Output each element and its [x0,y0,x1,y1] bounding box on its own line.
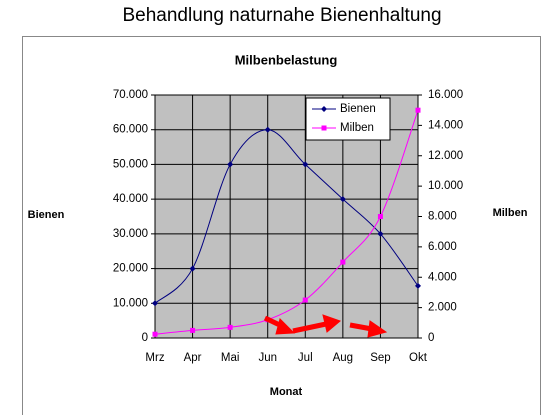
marker [339,196,346,203]
marker [227,161,234,168]
marker [152,331,158,337]
y-axis-title: Bienen [28,209,65,221]
marker [377,214,383,219]
y-tick-label: 20.000 [113,263,148,275]
y2-axis-title: Milben [493,207,528,219]
marker [264,126,271,133]
y2-tick-label: 0 [428,332,434,344]
y2-tick-label: 6.000 [428,241,457,253]
y-tick-label: 30.000 [113,228,148,240]
y-tick-label: 70.000 [113,89,148,101]
arrow-head [275,318,296,335]
x-tick-label: Sep [370,352,390,364]
y-tick-label: 40.000 [113,193,148,205]
arrow-head [322,314,341,333]
marker [415,282,421,289]
marker [340,259,346,265]
x-tick-label: Aug [333,352,353,364]
legend [305,97,391,141]
marker [377,230,384,237]
y-tick-label: 0 [142,332,148,344]
y2-tick-label: 12.000 [428,150,463,162]
y2-tick-label: 2.000 [428,302,457,314]
marker [190,327,196,333]
y-tick-label: 10.000 [113,297,148,309]
x-tick-label: Jul [298,352,313,364]
marker [227,324,233,330]
y-tick-label: 60.000 [113,124,148,136]
y2-tick-label: 10.000 [428,180,463,192]
x-tick-label: Okt [409,352,428,364]
y2-tick-label: 14.000 [428,119,463,131]
x-tick-label: Apr [184,352,202,364]
marker [415,107,421,113]
legend-marker [321,125,327,131]
arrow [349,322,373,332]
legend-label: Bienen [340,103,376,115]
marker [302,161,309,168]
series-line [154,129,419,304]
x-axis-title: Monat [270,386,303,398]
legend-marker [321,106,327,112]
arrow [292,321,327,334]
y2-tick-label: 8.000 [428,211,457,223]
marker [152,300,158,307]
x-tick-label: Mai [221,352,240,364]
marker [189,265,196,272]
plot: 0 10.000 20.000 30.000 40.000 50.000 60.000 70.… [113,89,463,364]
arrow-head [367,320,388,338]
x-tick-label: Mrz [145,352,164,364]
x-tick-label: Jun [258,352,277,364]
y2-tick-label: 4.000 [428,271,457,283]
annotation-arrows [263,314,388,338]
page-title: Behandlung naturnahe Bienenhaltung [122,5,441,26]
chart-title: Milbenbelastung [235,52,338,67]
y2-tick-label: 16.000 [428,89,463,101]
marker [302,297,308,303]
legend-label: Milben [340,122,374,134]
y-tick-label: 50.000 [113,158,148,170]
